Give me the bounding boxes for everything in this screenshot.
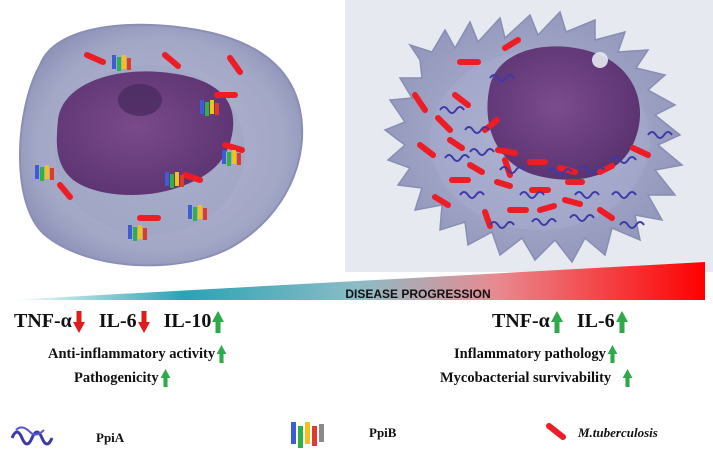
ppia-protein-icon bbox=[499, 166, 525, 174]
ppia-protein-icon bbox=[531, 218, 557, 226]
mtb-bacillus-icon bbox=[562, 197, 583, 207]
mtb-bacillus-icon bbox=[630, 145, 651, 158]
mtb-bacillus-icon bbox=[482, 209, 493, 229]
ppia-protein-icon bbox=[444, 154, 470, 162]
mtb-bacillus-icon bbox=[182, 172, 203, 183]
ppia-protein-icon bbox=[611, 191, 637, 199]
ppib-protein-icon bbox=[35, 165, 54, 181]
mtb-bacillus-icon bbox=[597, 207, 615, 221]
ppia-protein-icon bbox=[464, 126, 490, 134]
ppia-protein-icon bbox=[647, 131, 673, 139]
ppib-protein-icon bbox=[222, 150, 241, 166]
up-arrow-icon bbox=[607, 345, 618, 363]
mtb-bacillus-icon bbox=[227, 55, 243, 75]
left-cytokine-il6: IL-6 bbox=[98, 310, 137, 332]
disease-progression-wedge bbox=[10, 262, 705, 300]
ppib-protein-icon bbox=[112, 55, 131, 71]
ppia-protein-icon bbox=[489, 221, 515, 229]
right-bacilli bbox=[412, 37, 651, 229]
up-arrow-icon bbox=[216, 345, 227, 363]
up-arrow-icon bbox=[550, 310, 563, 333]
down-arrow-icon bbox=[72, 310, 85, 333]
left-ppib-proteins bbox=[35, 55, 241, 241]
ppib-protein-icon bbox=[188, 205, 207, 221]
mtb-bacillus-icon bbox=[537, 203, 557, 213]
ppia-protein-icon bbox=[579, 166, 605, 174]
up-arrow-icon bbox=[160, 369, 170, 387]
mtb-bacillus-icon bbox=[597, 163, 615, 175]
ppia-protein-icon bbox=[489, 74, 515, 82]
ppia-protein-icon bbox=[439, 106, 465, 114]
mtb-bacillus-icon bbox=[546, 423, 566, 440]
right-macrophage bbox=[383, 10, 684, 264]
left-cytokine-row: TNF-α IL-6 IL-10 bbox=[14, 310, 225, 333]
ppia-protein-icon bbox=[574, 191, 600, 199]
right-cytokine-row: TNF-α IL-6 bbox=[492, 310, 628, 333]
ppia-protein-icon bbox=[569, 214, 595, 222]
up-arrow-icon bbox=[212, 310, 225, 333]
right-cytokine-il6: IL-6 bbox=[576, 310, 615, 332]
left-bacilli bbox=[57, 52, 245, 221]
left-cytokine-il10: IL-10 bbox=[163, 310, 212, 332]
left-effect-pathogenicity: Pathogenicity bbox=[74, 369, 171, 387]
right-effect-inflammatory-pathology: Inflammatory pathology bbox=[454, 345, 618, 363]
legend-ppia-label: PpiA bbox=[96, 430, 125, 445]
mtb-bacillus-icon bbox=[57, 182, 73, 200]
right-cytokine-tnf: TNF-α bbox=[492, 310, 550, 332]
mtb-bacillus-icon bbox=[447, 137, 465, 151]
mtb-bacillus-icon bbox=[162, 52, 181, 69]
ppib-protein-icon bbox=[200, 100, 219, 116]
ppia-protein-icon bbox=[619, 221, 645, 229]
ppib-protein-icon bbox=[165, 172, 184, 188]
mtb-bacillus-icon bbox=[417, 142, 436, 158]
mtb-bacillus-icon bbox=[495, 147, 518, 156]
left-macrophage bbox=[19, 23, 304, 267]
left-effect-anti-inflammatory: Anti-inflammatory activity bbox=[48, 345, 227, 363]
up-arrow-icon bbox=[622, 369, 633, 387]
mtb-bacillus-icon bbox=[452, 92, 471, 108]
ppia-protein-icon bbox=[519, 191, 545, 199]
mtb-bacillus-icon bbox=[467, 162, 485, 175]
mtb-bacillus-icon bbox=[84, 52, 106, 65]
mtb-bacillus-icon bbox=[412, 92, 428, 113]
up-arrow-icon bbox=[615, 310, 628, 333]
right-effect-survivability: Mycobacterial survivability bbox=[440, 369, 633, 387]
ppia-protein-icon bbox=[10, 426, 54, 446]
right-ppia-proteins bbox=[439, 74, 673, 229]
mtb-bacillus-icon bbox=[222, 142, 245, 153]
legend-ppib-label: PpiB bbox=[369, 425, 397, 440]
mtb-bacillus-icon bbox=[432, 194, 451, 208]
ppib-protein-icon bbox=[128, 225, 147, 241]
ppib-protein-icon bbox=[291, 422, 324, 448]
ppia-protein-icon bbox=[459, 191, 485, 199]
mtb-bacillus-icon bbox=[502, 37, 521, 51]
progression-label: DISEASE PROGRESSION bbox=[345, 287, 490, 301]
left-cytokine-tnf: TNF-α bbox=[14, 310, 72, 332]
ppia-protein-icon bbox=[547, 168, 573, 176]
ppia-protein-icon bbox=[611, 156, 637, 164]
down-arrow-icon bbox=[137, 310, 150, 333]
mtb-bacillus-icon bbox=[435, 115, 453, 133]
legend-mtb-label: M.tuberculosis bbox=[578, 425, 658, 440]
ppia-protein-icon bbox=[469, 148, 495, 156]
mtb-bacillus-icon bbox=[494, 179, 513, 189]
